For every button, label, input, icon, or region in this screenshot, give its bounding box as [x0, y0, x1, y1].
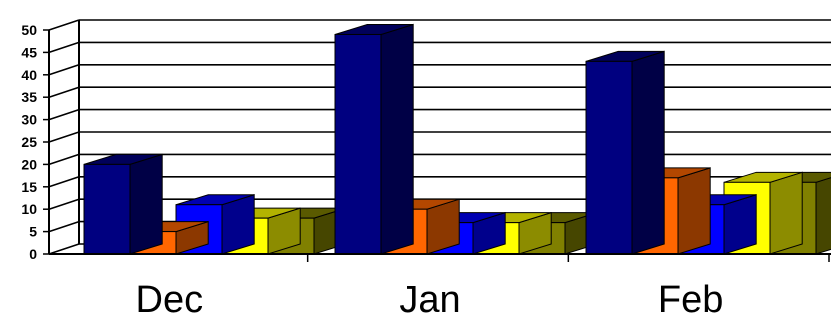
bar	[585, 50, 665, 255]
gridline	[48, 64, 831, 76]
y-tick-label: 15	[21, 179, 37, 195]
y-tick-label: 35	[21, 89, 37, 105]
gridline	[48, 108, 831, 121]
gridline	[48, 86, 831, 98]
y-tick-label: 45	[21, 44, 37, 60]
y-tick-label: 40	[21, 67, 37, 83]
gridline	[48, 153, 831, 166]
y-tick-label: 10	[21, 201, 37, 217]
y-tick-label: 50	[21, 22, 37, 38]
gridline	[48, 19, 831, 31]
x-tick-label: Feb	[658, 279, 723, 320]
y-tick-labels: 0 5 10 15 20 25 30 35 40 45 50	[21, 22, 37, 262]
axes	[43, 20, 831, 262]
y-tick-label: 0	[29, 246, 37, 262]
x-tick-labels: Dec Jan Feb	[136, 279, 724, 320]
y-tick-label: 30	[21, 112, 37, 128]
x-tick-label: Jan	[399, 279, 460, 320]
y-tick-label: 5	[29, 224, 37, 240]
y-tick-label: 25	[21, 134, 37, 150]
gridline	[48, 41, 831, 54]
y-tick-label: 20	[21, 156, 37, 172]
bar-marks	[83, 23, 831, 255]
x-tick-label: Dec	[136, 279, 204, 320]
gridline	[48, 176, 831, 188]
gridline	[48, 131, 831, 143]
bar	[83, 153, 163, 255]
bar	[334, 23, 414, 255]
